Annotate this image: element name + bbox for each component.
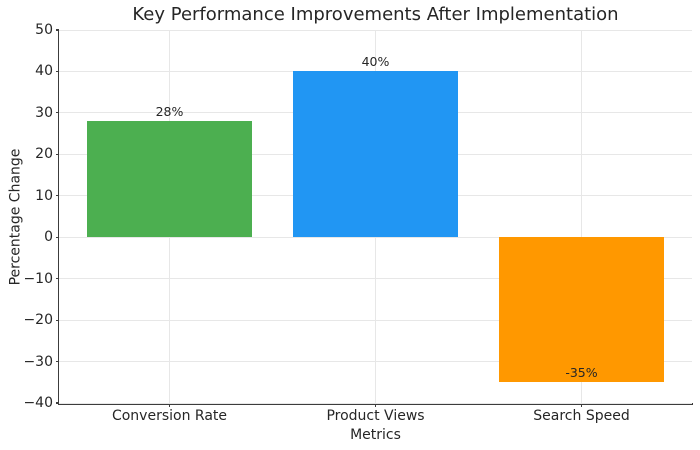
gridline-horizontal (59, 402, 692, 404)
y-tick-mark (55, 195, 59, 197)
x-tick-label-conversion-rate: Conversion Rate (111, 408, 228, 424)
x-tick-label-search-speed: Search Speed (533, 408, 630, 424)
bar-value-label: -35% (565, 365, 598, 381)
bar-value-label: 40% (361, 54, 390, 70)
bar-product-views (293, 71, 458, 238)
x-tick-mark (168, 403, 171, 407)
y-tick-mark (55, 29, 59, 31)
x-axis-label: Metrics (350, 427, 401, 443)
y-axis-label: Percentage Change (7, 148, 24, 286)
y-tick-mark (55, 402, 59, 404)
y-tick-mark (55, 70, 59, 73)
y-tick-label: 0 (44, 229, 53, 246)
bar-conversion-rate (87, 121, 252, 238)
x-tick-mark (374, 403, 377, 407)
y-tick-label: 40 (35, 63, 53, 80)
y-tick-mark (55, 360, 59, 363)
bar-search-speed (499, 237, 664, 383)
y-tick-label: 30 (35, 104, 53, 121)
x-tick-mark (580, 403, 583, 407)
y-tick-label: −30 (23, 353, 53, 370)
y-axis-line (57, 30, 59, 405)
y-tick-mark (55, 319, 59, 321)
y-tick-label: 50 (35, 22, 53, 38)
y-tick-label: 10 (35, 187, 53, 204)
y-tick-label: −40 (23, 395, 53, 411)
plot-area: 28% 40% -35% (59, 29, 692, 404)
chart-title: Key Performance Improvements After Imple… (132, 4, 619, 25)
x-tick-label-product-views: Product Views (326, 408, 425, 424)
y-tick-label: −20 (23, 312, 53, 329)
y-tick-mark (55, 278, 59, 280)
y-tick-label: 20 (35, 146, 53, 163)
y-tick-label: −10 (23, 270, 53, 287)
y-tick-mark (55, 112, 59, 114)
bar-value-label: 28% (155, 104, 184, 120)
gridline-vertical (581, 30, 582, 403)
y-tick-mark (55, 236, 59, 238)
y-tick-mark (55, 153, 59, 155)
